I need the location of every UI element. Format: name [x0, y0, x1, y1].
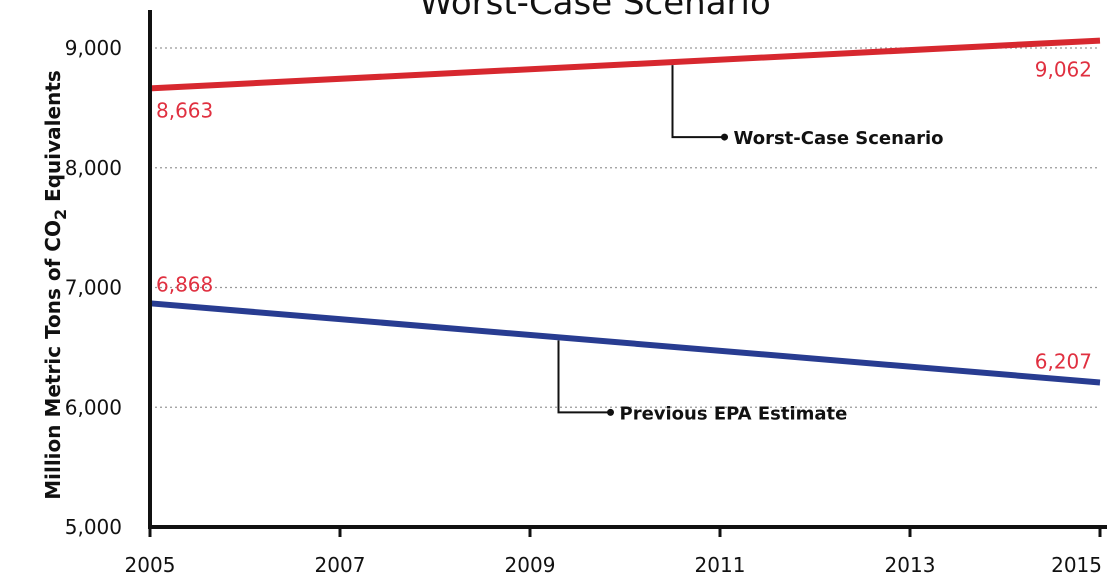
x-tick-label-2015: 2015 [1051, 553, 1102, 577]
annotation-dot-previous-epa-estimate [607, 408, 614, 416]
annotation-dot-worst-case-scenario [721, 133, 728, 141]
series-line-worst-case-scenario [149, 37, 1101, 92]
y-axis-ticks: 5,000 6,000 7,000 8,000 9,000 [65, 36, 122, 539]
x-tick-label-2011: 2011 [695, 553, 746, 577]
x-tick-label-2007: 2007 [315, 553, 366, 577]
y-tick-label-6000: 6,000 [65, 395, 122, 419]
annotation-leader-worst-case-scenario [671, 65, 725, 139]
data-labels: 8,663 9,062 6,868 6,207 [156, 58, 1092, 374]
series-line-previous-epa-estimate [149, 300, 1101, 386]
grid-lines [150, 47, 1100, 408]
series-group [149, 37, 1101, 386]
chart-title: Worst-Case Scenario [419, 0, 771, 23]
y-axis-label: Million Metric Tons of CO2 Equivalents [41, 70, 70, 500]
annotation-label-previous-epa-estimate: Previous EPA Estimate [620, 403, 848, 424]
data-label-worst-case-scenario-end: 9,062 [1035, 58, 1092, 82]
annotation-leader-previous-epa-estimate [557, 340, 611, 414]
x-axis-ticks: 2005 2007 2009 2011 2013 2015 [125, 527, 1102, 577]
annotations: Worst-Case Scenario Previous EPA Estimate [557, 65, 944, 424]
data-label-previous-epa-estimate-start: 6,868 [156, 272, 213, 296]
y-tick-label-9000: 9,000 [65, 36, 122, 60]
annotation-label-worst-case-scenario: Worst-Case Scenario [734, 128, 944, 149]
data-label-worst-case-scenario-start: 8,663 [156, 98, 213, 122]
x-tick-label-2005: 2005 [125, 553, 176, 577]
y-axis-label-sub: 2 [51, 209, 70, 220]
y-tick-label-7000: 7,000 [65, 276, 122, 300]
y-axis-label-post: Equivalents [41, 70, 65, 209]
data-label-previous-epa-estimate-end: 6,207 [1035, 349, 1092, 373]
y-tick-label-8000: 8,000 [65, 156, 122, 180]
y-tick-label-5000: 5,000 [65, 515, 122, 539]
y-axis-label-pre: Million Metric Tons of CO [41, 220, 65, 500]
x-tick-label-2009: 2009 [505, 553, 556, 577]
x-tick-label-2013: 2013 [885, 553, 936, 577]
